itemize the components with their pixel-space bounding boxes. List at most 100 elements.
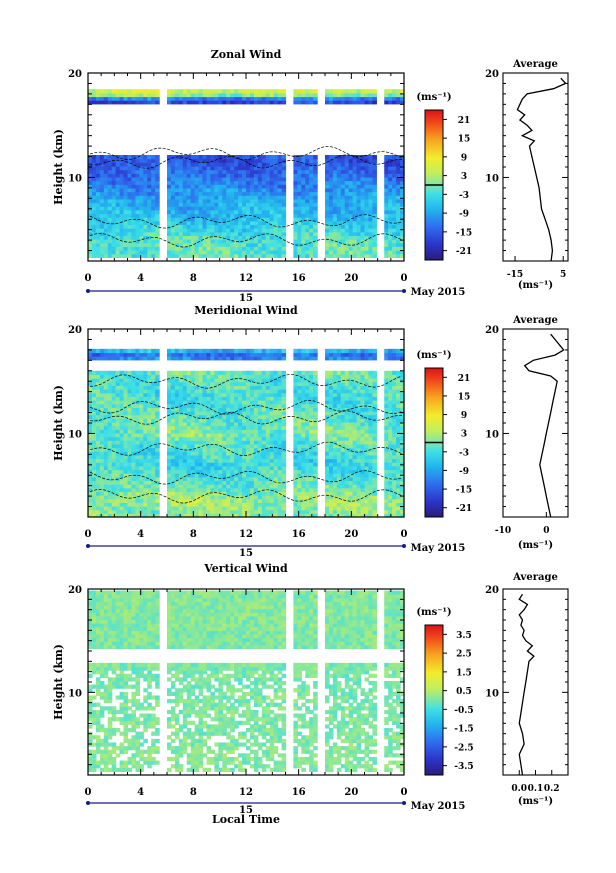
heatmap-cell	[139, 374, 144, 379]
heatmap-cell	[246, 370, 251, 376]
heatmap-cell	[91, 187, 97, 193]
heatmap-cell	[273, 465, 279, 471]
heatmap-cell	[139, 396, 144, 401]
heatmap-cell	[242, 378, 247, 383]
heatmap-cell	[222, 213, 227, 218]
heatmap-cell	[91, 454, 97, 460]
heatmap-cell	[340, 462, 346, 467]
heatmap-cell	[246, 239, 251, 244]
heatmap-cell	[384, 213, 389, 218]
heatmap-cell	[210, 469, 215, 474]
heatmap-cell	[198, 246, 204, 251]
heatmap-cell	[249, 235, 255, 240]
heatmap-cell	[214, 476, 219, 482]
heatmap-cell	[139, 220, 144, 226]
heatmap-cell	[277, 487, 283, 493]
heatmap-cell	[143, 513, 148, 518]
heatmap-cell	[265, 198, 271, 204]
heatmap-cell	[218, 242, 223, 247]
heatmap-cell	[242, 447, 247, 452]
heatmap-cell	[305, 348, 310, 354]
heatmap-cell	[99, 224, 105, 229]
heatmap-cell	[123, 206, 129, 211]
heatmap-cell	[182, 407, 188, 412]
heatmap-cell	[123, 491, 129, 496]
heatmap-cell	[352, 228, 358, 233]
heatmap-cell	[344, 187, 350, 193]
heatmap-cell	[174, 187, 180, 193]
heatmap-cell	[167, 436, 172, 441]
heatmap-cell	[174, 235, 180, 240]
heatmap-cell	[269, 509, 275, 514]
heatmap-cell	[242, 246, 247, 251]
heatmap-cell	[384, 253, 389, 258]
heatmap-cell	[305, 165, 310, 171]
heatmap-cell	[214, 487, 219, 493]
heatmap-cell	[230, 443, 235, 449]
heatmap-cell	[170, 92, 176, 98]
heatmap-cell	[269, 381, 275, 386]
heatmap-cell	[131, 202, 136, 207]
heatmap-cell	[167, 389, 172, 394]
heatmap-cell	[372, 169, 377, 174]
heatmap-cell	[88, 352, 93, 357]
heatmap-cell	[178, 462, 184, 467]
heatmap-cell	[143, 198, 148, 204]
heatmap-cell	[151, 195, 156, 200]
heatmap-cell	[170, 173, 176, 178]
heatmap-cell	[372, 217, 377, 222]
heatmap-cell	[218, 246, 223, 251]
heatmap-cell	[214, 491, 219, 496]
heatmap-cell	[396, 253, 401, 258]
heatmap-cell	[301, 378, 306, 383]
heatmap-cell	[336, 92, 342, 98]
heatmap-cell	[230, 458, 235, 463]
heatmap-cell	[143, 220, 148, 226]
heatmap-cell	[261, 209, 267, 215]
heatmap-cell	[139, 352, 144, 357]
heatmap-cell	[127, 184, 133, 189]
heatmap-cell	[111, 202, 117, 207]
heatmap-cell	[186, 184, 192, 189]
heatmap-cell	[309, 217, 314, 222]
heatmap-cell	[309, 173, 314, 178]
heatmap-cell	[107, 480, 113, 485]
heatmap-cell	[190, 392, 196, 397]
heatmap-cell	[293, 429, 298, 434]
heatmap-cell	[210, 421, 215, 427]
heatmap-cell	[313, 231, 318, 237]
heatmap-cell	[269, 348, 275, 354]
heatmap-cell	[206, 432, 212, 438]
heatmap-cell	[305, 191, 310, 196]
heatmap-cell	[242, 440, 247, 445]
heatmap-cell	[139, 89, 144, 94]
heatmap-cell	[206, 176, 212, 182]
heatmap-cell	[332, 195, 338, 200]
heatmap-cell	[218, 374, 223, 379]
heatmap-cell	[119, 100, 125, 105]
heatmap-cell	[269, 217, 275, 222]
heatmap-cell	[257, 421, 263, 427]
heatmap-cell	[328, 191, 334, 196]
heatmap-cell	[198, 253, 204, 258]
heatmap-cell	[348, 217, 354, 222]
heatmap-cell	[202, 436, 208, 441]
heatmap-cell	[218, 169, 223, 174]
heatmap-cell	[392, 169, 397, 174]
heatmap-cell	[253, 476, 259, 482]
heatmap-cell	[103, 231, 109, 237]
x-tick-label: 4	[137, 273, 144, 284]
heatmap-cell	[257, 370, 263, 376]
heatmap-cell	[206, 425, 212, 430]
heatmap-cell	[340, 231, 346, 237]
day-label: 15	[239, 293, 253, 304]
heatmap-cell	[95, 436, 101, 441]
heatmap-cell	[206, 378, 212, 383]
heatmap-cell	[305, 374, 310, 379]
heatmap-cell	[384, 162, 389, 167]
heatmap-cell	[368, 96, 373, 101]
heatmap-cell	[123, 443, 129, 449]
heatmap-cell	[281, 396, 287, 401]
heatmap-cell	[336, 396, 342, 401]
heatmap-cell	[119, 220, 125, 226]
